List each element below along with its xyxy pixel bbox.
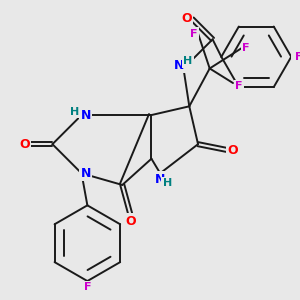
- Text: O: O: [20, 138, 30, 151]
- Text: H: H: [183, 56, 193, 66]
- Text: F: F: [84, 282, 91, 292]
- Text: H: H: [163, 178, 172, 188]
- Text: O: O: [126, 215, 136, 228]
- Text: O: O: [181, 12, 192, 26]
- Text: N: N: [81, 109, 91, 122]
- Text: F: F: [295, 52, 300, 62]
- Text: N: N: [174, 59, 184, 72]
- Text: F: F: [190, 28, 197, 38]
- Text: F: F: [235, 81, 243, 91]
- Text: O: O: [228, 143, 238, 157]
- Text: N: N: [81, 167, 91, 180]
- Text: F: F: [242, 43, 250, 53]
- Text: N: N: [155, 172, 165, 186]
- Text: H: H: [70, 107, 79, 117]
